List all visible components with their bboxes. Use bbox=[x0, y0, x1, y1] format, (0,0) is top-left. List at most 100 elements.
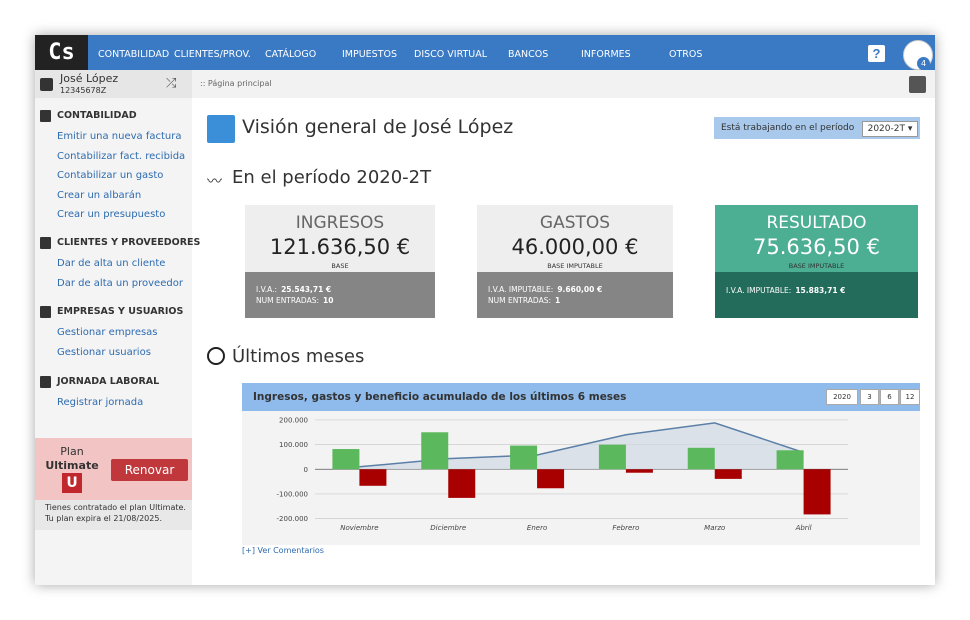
nav-item[interactable]: INFORMES bbox=[581, 49, 631, 60]
section-title: EMPRESAS Y USUARIOS bbox=[57, 306, 184, 317]
user-name: José López bbox=[60, 72, 119, 85]
card-bottom bbox=[715, 272, 918, 318]
bar bbox=[598, 444, 626, 470]
card-top bbox=[477, 205, 673, 272]
plan-name: Ultimate bbox=[45, 459, 99, 472]
card-title: GASTOS bbox=[539, 213, 611, 233]
y-tick-label: -200.000 bbox=[277, 515, 308, 523]
card-bottom bbox=[245, 272, 435, 318]
detail-label: I.V.A.: bbox=[256, 285, 278, 294]
chart: 200.000 100.000 0 -100.000 -200.000 Noviembre… bbox=[277, 416, 848, 532]
sidebar-link[interactable]: Registrar jornada bbox=[57, 397, 144, 408]
sidebar-link[interactable]: Dar de alta un proveedor bbox=[57, 277, 183, 289]
y-tick-label: 100.000 bbox=[279, 441, 308, 449]
nav-item[interactable]: CLIENTES/PROV. bbox=[174, 49, 251, 60]
search-button[interactable] bbox=[909, 76, 926, 93]
user-box bbox=[35, 70, 192, 98]
period-button[interactable]: 2020 bbox=[826, 389, 858, 405]
card-top bbox=[245, 205, 435, 272]
nav-item[interactable]: IMPUESTOS bbox=[342, 49, 398, 60]
nav-item[interactable]: BANCOS bbox=[508, 49, 549, 60]
sidebar-link[interactable]: Gestionar usuarios bbox=[57, 346, 151, 358]
sidebar-link[interactable]: Contabilizar un gasto bbox=[57, 170, 164, 181]
y-tick-label: 200.000 bbox=[279, 416, 308, 424]
card-amount: 75.636,50 € bbox=[753, 235, 880, 259]
user-icon bbox=[40, 78, 53, 91]
section-icon bbox=[40, 237, 51, 249]
bar bbox=[625, 469, 653, 473]
sidebar-link[interactable]: Gestionar empresas bbox=[57, 327, 158, 338]
x-tick-label: Enero bbox=[527, 524, 547, 532]
x-tick-label: Abril bbox=[795, 524, 812, 532]
detail-value: 9.660,00 € bbox=[557, 285, 603, 294]
bar bbox=[687, 447, 715, 470]
top-nav bbox=[35, 35, 935, 70]
sidebar-link[interactable]: Crear un presupuesto bbox=[57, 209, 166, 220]
bar bbox=[448, 469, 476, 498]
bar bbox=[332, 449, 360, 470]
y-tick-label: -100.000 bbox=[277, 490, 308, 498]
card-bottom bbox=[477, 272, 673, 318]
period-select[interactable]: 2020-2T ▾ bbox=[862, 121, 918, 137]
plan-icon: U bbox=[62, 473, 82, 493]
card-caption: BASE bbox=[331, 262, 349, 270]
chart-header bbox=[242, 383, 920, 411]
card-detail: I.V.A. IMPUTABLE: 15.883,71 € bbox=[726, 286, 845, 295]
period-button[interactable]: 12 bbox=[900, 389, 920, 405]
bar bbox=[510, 445, 538, 470]
nav-item[interactable]: DISCO VIRTUAL bbox=[414, 49, 488, 60]
detail-label: I.V.A. IMPUTABLE: bbox=[726, 286, 792, 295]
card-detail: I.V.A.: 25.543,71 € bbox=[256, 285, 331, 294]
section-icon bbox=[40, 306, 51, 318]
plan-note: Tu plan expira el 21/08/2025. bbox=[45, 514, 162, 523]
card-caption: BASE IMPUTABLE bbox=[547, 262, 603, 270]
detail-value: 1 bbox=[555, 296, 561, 305]
plan-note: Tienes contratado el plan Ultimate. bbox=[45, 503, 186, 512]
breadcrumb[interactable]: :: Página principal bbox=[200, 79, 272, 88]
logo[interactable]: Cs bbox=[35, 35, 88, 70]
card-detail: NUM ENTRADAS: 1 bbox=[488, 296, 560, 305]
months-heading: Últimos meses bbox=[232, 346, 365, 367]
sidebar-link[interactable]: Crear un albarán bbox=[57, 189, 142, 201]
x-tick-label: Noviembre bbox=[340, 524, 378, 532]
section-title: CLIENTES Y PROVEEDORES bbox=[57, 237, 201, 248]
card-top bbox=[715, 205, 918, 272]
page-title: Visión general de José López bbox=[242, 116, 514, 138]
sidebar-link[interactable]: Emitir una nueva factura bbox=[57, 131, 182, 142]
card-amount: 46.000,00 € bbox=[511, 235, 639, 259]
nav-item[interactable]: OTROS bbox=[669, 49, 703, 60]
period-label: Está trabajando en el período bbox=[721, 123, 855, 133]
comments-link[interactable]: [+] Ver Comentarios bbox=[242, 546, 324, 555]
detail-value: 15.883,71 € bbox=[795, 286, 846, 295]
detail-label: NUM ENTRADAS: bbox=[256, 296, 319, 305]
card-detail: I.V.A. IMPUTABLE: 9.660,00 € bbox=[488, 285, 602, 294]
user-nif: 12345678Z bbox=[60, 86, 107, 95]
period-button[interactable]: 6 bbox=[880, 389, 899, 405]
x-tick-label: Diciembre bbox=[430, 524, 466, 532]
bar bbox=[714, 469, 742, 479]
bar bbox=[776, 450, 804, 470]
chart-title: Ingresos, gastos y beneficio acumulado d… bbox=[253, 391, 627, 403]
bar bbox=[537, 469, 565, 489]
nav-item[interactable]: CATÁLOGO bbox=[265, 49, 317, 60]
nav-item[interactable]: CONTABILIDAD bbox=[98, 49, 170, 60]
detail-label: I.V.A. IMPUTABLE: bbox=[488, 285, 554, 294]
x-tick-label: Febrero bbox=[612, 524, 639, 532]
card-caption: BASE IMPUTABLE bbox=[788, 262, 845, 270]
sidebar-link[interactable]: Contabilizar fact. recibida bbox=[57, 150, 186, 162]
period-button[interactable]: 3 bbox=[860, 389, 879, 405]
card-amount: 121.636,50 € bbox=[269, 235, 411, 259]
breadcrumb-bar bbox=[192, 70, 935, 98]
detail-label: NUM ENTRADAS: bbox=[488, 296, 551, 305]
overview-icon bbox=[207, 115, 235, 143]
help-button[interactable]: ? bbox=[868, 45, 885, 62]
renew-button[interactable]: Renovar bbox=[111, 459, 188, 481]
section-icon bbox=[40, 376, 51, 388]
sidebar-link[interactable]: Dar de alta un cliente bbox=[57, 258, 166, 269]
period-heading: En el período 2020-2T bbox=[232, 167, 432, 188]
switch-icon[interactable]: ⤮ bbox=[166, 76, 177, 91]
plan-label: Plan bbox=[60, 445, 84, 458]
section-title: JORNADA LABORAL bbox=[57, 376, 160, 387]
plan-note-box bbox=[35, 500, 192, 530]
